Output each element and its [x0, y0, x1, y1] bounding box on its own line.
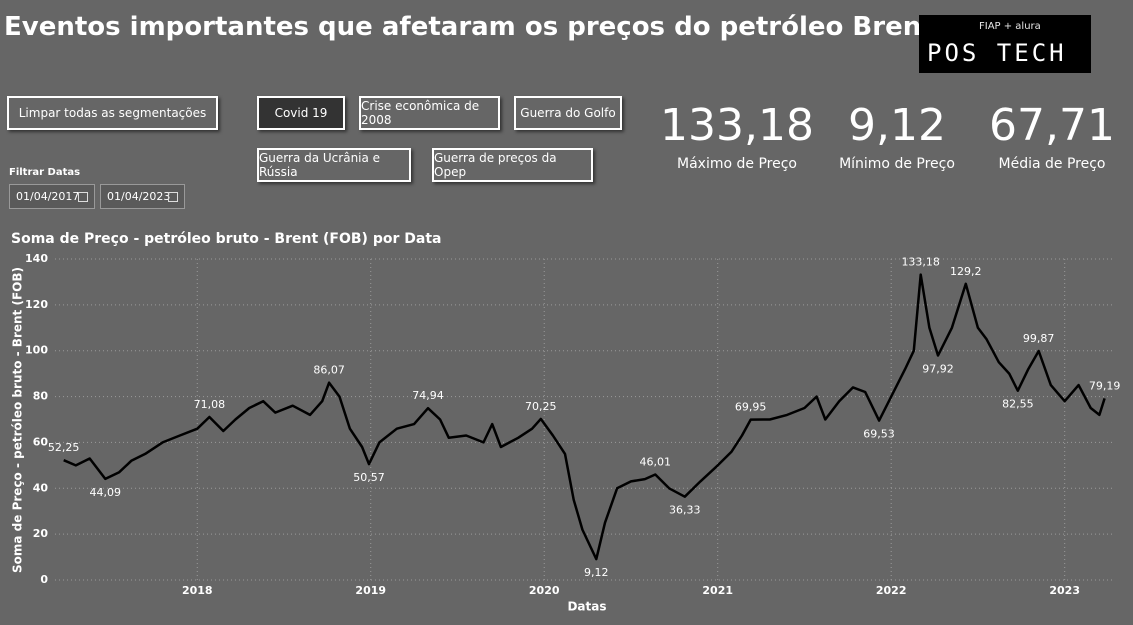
- value-label: 129,2: [950, 265, 982, 278]
- kpi-value: 133,18: [660, 100, 814, 151]
- value-label: 46,01: [640, 456, 672, 469]
- y-tick-label: 20: [33, 527, 49, 540]
- value-label: 133,18: [901, 256, 940, 269]
- value-label: 52,25: [48, 441, 80, 454]
- y-tick-label: 140: [25, 252, 48, 265]
- kpi-label: Média de Preço: [998, 156, 1106, 172]
- page-title: Eventos importantes que afetaram os preç…: [4, 12, 934, 42]
- x-tick-label: 2022: [876, 584, 907, 597]
- value-label: 86,07: [313, 364, 345, 377]
- clear-button[interactable]: Limpar todas as segmentações: [7, 96, 218, 130]
- chart-title: Soma de Preço - petróleo bruto - Brent (…: [11, 231, 441, 247]
- value-label: 71,08: [194, 398, 226, 411]
- value-label: 69,95: [735, 401, 767, 414]
- x-tick-label: 2021: [702, 584, 733, 597]
- value-label: 9,12: [584, 566, 609, 579]
- date-start[interactable]: 01/04/2017: [9, 184, 95, 209]
- x-tick-label: 2023: [1049, 584, 1080, 597]
- kpi-value: 9,12: [848, 100, 946, 151]
- value-label: 74,94: [412, 389, 444, 402]
- logo-top: FIAP + alura: [979, 21, 1041, 32]
- value-label: 69,53: [863, 428, 895, 441]
- y-tick-label: 0: [40, 573, 48, 586]
- slicer-button[interactable]: Guerra do Golfo: [514, 96, 622, 130]
- slicer-button[interactable]: Covid 19: [257, 96, 345, 130]
- date-end[interactable]: 01/04/2023: [100, 184, 185, 209]
- date-text: 01/04/2017: [16, 190, 80, 203]
- value-label: 44,09: [90, 486, 122, 499]
- value-label: 79,19: [1089, 379, 1121, 392]
- value-label: 36,33: [669, 504, 701, 517]
- y-axis-label: Soma de Preço - petróleo bruto - Brent (…: [11, 267, 25, 573]
- slicer-button[interactable]: Guerra da Ucrânia e Rússia: [257, 148, 411, 182]
- x-axis-label: Datas: [567, 600, 606, 614]
- kpi-label: Máximo de Preço: [677, 156, 797, 172]
- x-tick-label: 2020: [529, 584, 560, 597]
- x-tick-label: 2019: [355, 584, 386, 597]
- value-label: 82,55: [1002, 398, 1034, 411]
- date-label: Filtrar Datas: [9, 167, 81, 178]
- kpi-label: Mínimo de Preço: [839, 156, 955, 172]
- value-label: 97,92: [922, 362, 954, 375]
- y-tick-label: 40: [33, 481, 49, 494]
- value-label: 99,87: [1023, 332, 1055, 345]
- x-tick-label: 2018: [182, 584, 213, 597]
- logo-main: POS TECH: [927, 39, 1067, 67]
- slicer-button[interactable]: Crise econômica de 2008: [359, 96, 500, 130]
- y-tick-label: 80: [33, 390, 49, 403]
- price-line: [63, 273, 1106, 561]
- date-text: 01/04/2023: [107, 190, 171, 203]
- y-tick-label: 60: [33, 435, 49, 448]
- calendar-icon: [168, 192, 178, 202]
- value-label: 50,57: [353, 471, 385, 484]
- kpi-value: 67,71: [989, 100, 1115, 151]
- y-tick-label: 120: [25, 298, 48, 311]
- value-label: 70,25: [525, 400, 557, 413]
- calendar-icon: [78, 192, 88, 202]
- logo: FIAP + alura POS TECH: [919, 15, 1091, 73]
- slicer-button[interactable]: Guerra de preços da Opep: [432, 148, 593, 182]
- y-tick-label: 100: [25, 344, 48, 357]
